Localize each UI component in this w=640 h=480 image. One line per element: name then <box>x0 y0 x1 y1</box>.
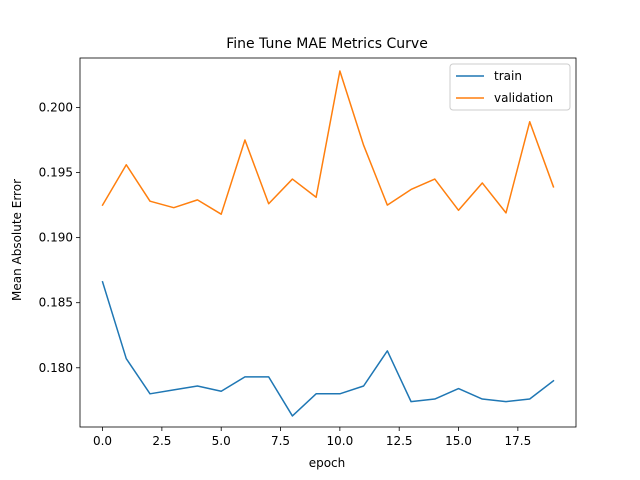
series-layer <box>101 70 555 417</box>
plot-area <box>79 57 577 428</box>
x-tick-label: 5.0 <box>212 434 231 448</box>
y-tick-label: 0.195 <box>39 166 73 180</box>
y-tick-label: 0.185 <box>39 296 73 310</box>
x-tick-label: 10.0 <box>327 434 354 448</box>
x-axis-label: epoch <box>309 456 346 470</box>
x-tick-label: 0.0 <box>93 434 112 448</box>
series-line-validation <box>101 70 555 215</box>
x-tick-label: 15.0 <box>445 434 472 448</box>
y-axis-ticks: 0.180 0.185 0.190 0.195 0.200 <box>39 100 80 375</box>
y-tick-label: 0.200 <box>39 100 73 114</box>
y-axis-label: Mean Absolute Error <box>10 179 24 301</box>
x-tick-label: 7.5 <box>271 434 290 448</box>
x-tick-label: 2.5 <box>152 434 171 448</box>
y-tick-label: 0.180 <box>39 361 73 375</box>
series-line-train <box>101 280 555 417</box>
legend: train validation <box>449 63 571 111</box>
y-tick-label: 0.190 <box>39 231 73 245</box>
legend-label-validation: validation <box>494 91 553 105</box>
x-axis-ticks: 0.0 2.5 5.0 7.5 10.0 12.5 15.0 17.5 <box>93 427 531 448</box>
legend-label-train: train <box>494 69 522 83</box>
x-tick-label: 12.5 <box>386 434 413 448</box>
chart-title: Fine Tune MAE Metrics Curve <box>226 36 428 52</box>
x-tick-label: 17.5 <box>504 434 531 448</box>
axes-frame <box>79 57 577 428</box>
